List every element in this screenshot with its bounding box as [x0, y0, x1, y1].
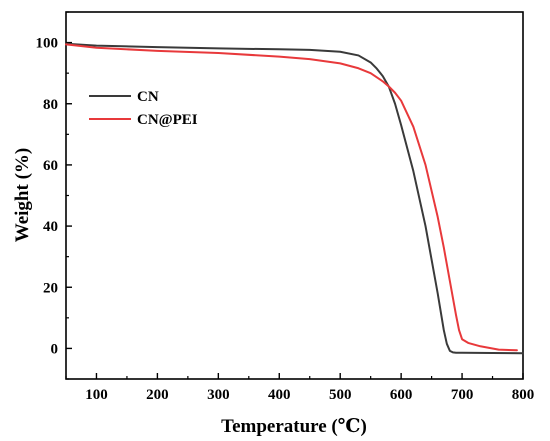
y-axis-title: Weight (%) [12, 148, 33, 242]
x-tick-label: 300 [207, 387, 230, 403]
series-line-cn [65, 42, 524, 355]
y-tick-label: 0 [51, 341, 59, 357]
legend-label-cn-pei: CN@PEI [137, 112, 198, 128]
x-tick-label: 500 [329, 387, 352, 403]
x-tick-label: 700 [451, 387, 474, 403]
x-tick-label: 800 [512, 387, 535, 403]
legend: CN CN@PEI [89, 89, 198, 128]
y-tick-label: 100 [36, 36, 59, 52]
axis-ticks: 100 200 300 400 500 600 700 800 0 20 40 60 80 100 [36, 11, 535, 403]
y-tick-label: 80 [43, 97, 58, 113]
x-axis-title: Temperature (℃) [221, 416, 367, 437]
series-lines [65, 42, 524, 355]
x-tick-label: 600 [390, 387, 413, 403]
plot-frame [65, 11, 524, 380]
y-tick-label: 60 [43, 158, 58, 174]
x-tick-label: 200 [146, 387, 169, 403]
y-tick-label: 40 [43, 219, 58, 235]
legend-label-cn: CN [137, 89, 159, 105]
x-tick-label: 400 [268, 387, 291, 403]
series-line-cn-pei [65, 43, 518, 352]
x-tick-label: 100 [85, 387, 108, 403]
y-tick-label: 20 [43, 280, 58, 296]
